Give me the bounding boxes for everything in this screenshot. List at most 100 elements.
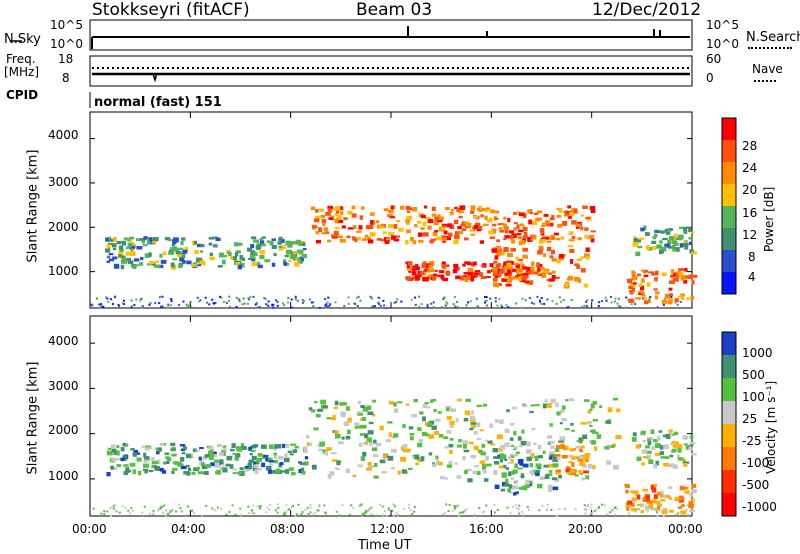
cell-band-late-rise [548, 278, 555, 282]
cell-ground-grey [482, 469, 487, 474]
speckle-cell [306, 506, 309, 509]
speckle-cell [456, 301, 459, 304]
cell-band-arc-upper [361, 238, 367, 241]
cell-band-arc-lower [422, 276, 428, 282]
speckle-cell [290, 298, 293, 301]
speckle-cell [383, 304, 386, 307]
cell-band-arc-upper [427, 225, 432, 230]
cell-band-arc-upper [585, 217, 591, 220]
speckle-cell [118, 511, 121, 514]
cell-band-early [171, 467, 178, 471]
cell-band-early [237, 264, 243, 270]
cell-late-grey [647, 441, 652, 446]
cell-band-arc-lower [412, 265, 416, 268]
cell-band-early [284, 453, 288, 459]
speckle-cell [130, 299, 133, 302]
speckle-cell [98, 303, 101, 306]
cell-band-early [265, 465, 272, 471]
speckle-cell [584, 507, 587, 510]
cell-ground-grey [510, 458, 514, 464]
cell-band-arc-upper [494, 210, 500, 214]
cell-ground-grey [346, 429, 351, 435]
speckle-cell [341, 503, 344, 506]
speckle-cell [205, 504, 208, 507]
speckle-cell [518, 508, 521, 511]
velocity-cbtick-500: 500 [742, 368, 765, 382]
cell-band-arc-upper [464, 237, 469, 241]
cell-late-orange [653, 494, 658, 499]
cell-band-late-rise [517, 271, 523, 275]
speckle-cell [528, 297, 531, 300]
cell-late-orange [624, 484, 630, 488]
cell-band-late-upper [638, 237, 645, 240]
cell-band-late-rise [537, 266, 541, 272]
speckle-cell [583, 504, 586, 507]
cell-ground-grey [432, 398, 437, 402]
cell-late-grey [682, 435, 689, 440]
power-colorbar [721, 117, 737, 295]
speckle-cell [515, 302, 518, 305]
cell-late-grey [683, 462, 688, 467]
cell-arc-green [522, 463, 529, 468]
cell-late-grey [642, 439, 646, 443]
cell-band-arc-lower [467, 261, 471, 265]
cell-band-early [152, 237, 159, 242]
speckle-cell [685, 508, 688, 511]
cell-ground-grey [435, 455, 439, 460]
colorbar-swatch-0 [722, 118, 736, 140]
cell-band-arc-upper [460, 223, 467, 227]
speckle-cell [446, 302, 449, 305]
cell-arc-orange [571, 472, 575, 476]
cell-band-early [202, 262, 206, 266]
cell-band-arc-upper [387, 209, 394, 213]
speckle-cell [617, 304, 620, 307]
cell-band-late [672, 278, 677, 282]
cell-late-orange [631, 508, 637, 512]
cell-ground-grey [411, 414, 417, 418]
cell-band-early [213, 451, 217, 455]
cell-late-grey [656, 436, 661, 441]
cell-band-late-rise [515, 256, 519, 261]
cell-band-arc-upper [323, 227, 329, 232]
speckle-cell [286, 301, 289, 304]
speckle-cell [274, 509, 277, 512]
cell-band-arc-upper [420, 214, 426, 219]
cell-late-grey [655, 452, 661, 456]
cell-band-arc-upper [434, 230, 439, 233]
cell-late-grey [638, 444, 642, 448]
cell-ground-grey [368, 421, 374, 425]
cell-ground-grey [526, 441, 531, 447]
cell-band-arc-lower [473, 273, 480, 276]
xaxis-label: Time UT [358, 538, 412, 553]
cell-ground-grey [343, 421, 349, 426]
cell-band-arc-upper [477, 225, 483, 231]
cell-ground-grey [388, 432, 392, 438]
speckle-cell [307, 512, 310, 515]
cell-ground-grey [373, 475, 379, 479]
cell-band-late-upper [662, 237, 668, 241]
cell-late-orange [643, 498, 650, 502]
cell-band-late-rise [525, 282, 530, 286]
cell-late-orange [668, 497, 673, 500]
speckle-cell [309, 507, 312, 510]
cell-band-arc-upper [549, 236, 554, 241]
speckle-cell [189, 300, 192, 303]
cell-late-orange [689, 493, 694, 497]
speckle-cell [323, 504, 326, 507]
cell-ground-grey [599, 405, 603, 409]
cell-band-arc-upper [359, 215, 364, 220]
cell-band-early [288, 241, 292, 245]
cell-late-orange [682, 486, 689, 490]
speckle-cell [167, 303, 170, 306]
speckle-cell [408, 503, 411, 506]
speckle-cell [518, 504, 521, 507]
cell-band-early [121, 240, 127, 246]
cell-band-arc-upper [518, 240, 523, 246]
cell-band-late-upper [671, 240, 678, 245]
cell-band-early [106, 450, 113, 456]
cell-band-early [186, 453, 192, 459]
speckle-cell [627, 512, 630, 515]
cell-band-early [231, 443, 236, 448]
cell-band-late-rise [531, 270, 535, 274]
cell-band-arc-upper [577, 237, 582, 241]
